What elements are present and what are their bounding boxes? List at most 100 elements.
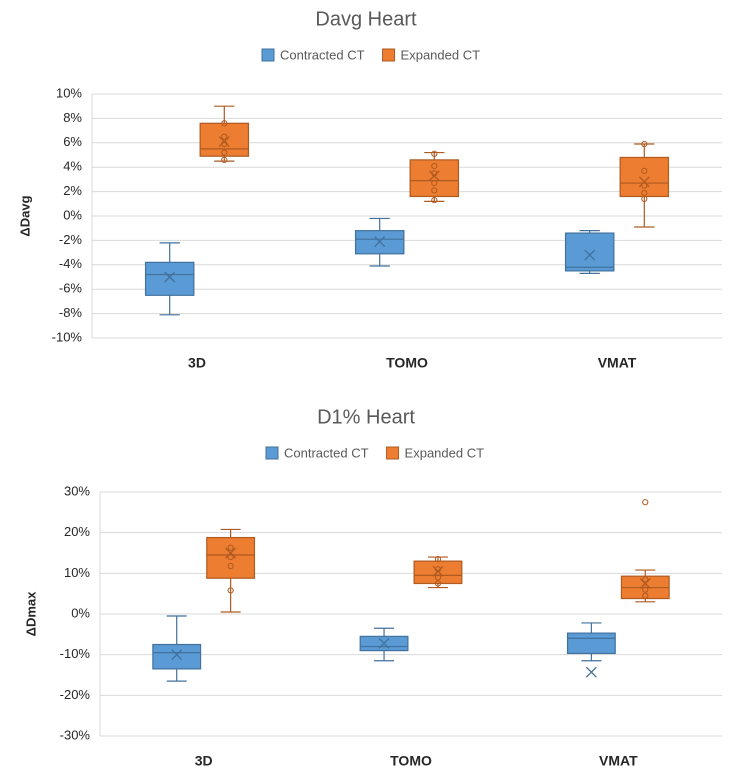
data-point — [641, 189, 648, 196]
box-iqr — [566, 632, 616, 655]
y-axis-label: ΔDmax — [23, 591, 38, 637]
y-tick-label: -20% — [60, 687, 91, 702]
box-expanded-ct-3d — [199, 105, 250, 163]
mean-marker — [218, 136, 230, 148]
y-tick-label: 0% — [71, 605, 90, 620]
data-point — [221, 149, 228, 156]
mean-marker — [171, 649, 183, 661]
data-point — [642, 592, 649, 599]
mean-marker-stroke — [164, 271, 176, 283]
mean-marker — [432, 565, 444, 577]
y-tick-label: -6% — [59, 281, 83, 296]
chart-1: Davg Heart Contracted CT Expanded CT -10% -8… — [17, 8, 722, 371]
legend-label-expanded-ct: Expanded CT — [401, 47, 481, 62]
data-point — [431, 150, 438, 157]
data-point — [641, 182, 648, 189]
data-point — [434, 556, 442, 563]
y-tick-label: 10% — [64, 565, 90, 580]
box-iqr — [152, 643, 202, 670]
y-tick-label: -2% — [59, 232, 83, 247]
box-contracted-ct-tomo — [359, 627, 409, 662]
mean-marker — [639, 578, 651, 589]
box-expanded-ct-vmat — [619, 140, 670, 228]
data-point — [431, 162, 438, 170]
y-tick-label: 0% — [63, 207, 82, 222]
chart-title: Davg Heart — [315, 8, 417, 30]
box-iqr — [409, 159, 460, 198]
legend-label-contracted-ct: Contracted CT — [284, 445, 369, 460]
legend-swatch-expanded-ct — [382, 48, 396, 62]
mean-marker-stroke — [584, 249, 596, 261]
data-point — [431, 187, 438, 194]
y-tick-label: 8% — [63, 110, 82, 125]
chart-2: D1% Heart Contracted CT Expanded CT -30% -20… — [23, 406, 722, 769]
x-category-label: TOMO — [386, 355, 428, 371]
data-point — [642, 576, 649, 583]
data-point — [641, 195, 648, 203]
box-expanded-ct-tomo — [413, 556, 463, 589]
y-tick-label: 10% — [56, 85, 82, 100]
data-point — [431, 179, 438, 187]
y-tick-label: 6% — [63, 134, 82, 149]
mean-marker-stroke — [378, 637, 390, 649]
mean-marker-stroke — [374, 236, 386, 248]
mean-marker-stroke — [218, 136, 230, 148]
mean-marker-stroke — [639, 578, 651, 589]
box-expanded-ct-tomo — [409, 150, 460, 204]
mean-marker — [164, 271, 176, 283]
legend-swatch-expanded-ct — [386, 446, 400, 460]
mean-marker-stroke — [638, 176, 650, 188]
legend-label-contracted-ct: Contracted CT — [280, 47, 365, 62]
y-tick-label: -8% — [59, 305, 83, 320]
mean-marker-stroke — [428, 170, 440, 182]
legend-label-expanded-ct: Expanded CT — [405, 445, 485, 460]
data-point — [227, 553, 234, 561]
box-contracted-ct-vmat — [564, 230, 615, 274]
x-category-label: VMAT — [598, 355, 637, 371]
box-contracted-ct-3d — [144, 242, 195, 316]
data-point — [221, 133, 228, 140]
data-point — [641, 167, 648, 174]
mean-marker — [428, 170, 440, 182]
mean-marker — [584, 249, 596, 261]
data-point — [227, 562, 234, 570]
y-tick-label: 20% — [64, 524, 90, 539]
y-tick-label: -10% — [60, 646, 91, 661]
data-point — [221, 156, 228, 163]
box-iqr — [206, 536, 256, 579]
box-expanded-ct-vmat — [620, 499, 670, 603]
data-point — [642, 499, 649, 506]
y-tick-label: 30% — [64, 483, 90, 498]
box-expanded-ct-3d — [206, 528, 256, 613]
data-point — [434, 574, 442, 581]
box-iqr — [564, 232, 615, 272]
mean-marker-stroke — [585, 666, 597, 678]
mean-marker-stroke — [432, 565, 444, 577]
data-point — [227, 587, 234, 594]
box-contracted-ct-vmat — [566, 622, 616, 678]
data-point — [221, 120, 228, 127]
x-category-label: TOMO — [390, 753, 432, 769]
x-category-label: 3D — [188, 355, 206, 371]
data-point — [431, 197, 438, 204]
box-iqr — [144, 261, 195, 296]
chart-title: D1% Heart — [317, 406, 415, 428]
mean-marker — [374, 236, 386, 248]
mean-marker — [585, 666, 597, 678]
x-category-label: 3D — [195, 753, 213, 769]
legend-swatch-contracted-ct — [265, 446, 279, 460]
y-tick-label: -10% — [52, 329, 83, 344]
data-point — [642, 586, 649, 593]
mean-marker-stroke — [225, 547, 237, 559]
box-contracted-ct-3d — [152, 615, 202, 682]
y-axis-label: ΔDavg — [17, 195, 32, 236]
y-tick-label: -4% — [59, 256, 83, 271]
mean-marker — [638, 176, 650, 188]
mean-marker — [378, 637, 390, 649]
mean-marker-stroke — [171, 649, 183, 661]
data-point — [434, 580, 442, 587]
y-tick-label: -30% — [60, 727, 91, 742]
data-point — [227, 544, 234, 551]
